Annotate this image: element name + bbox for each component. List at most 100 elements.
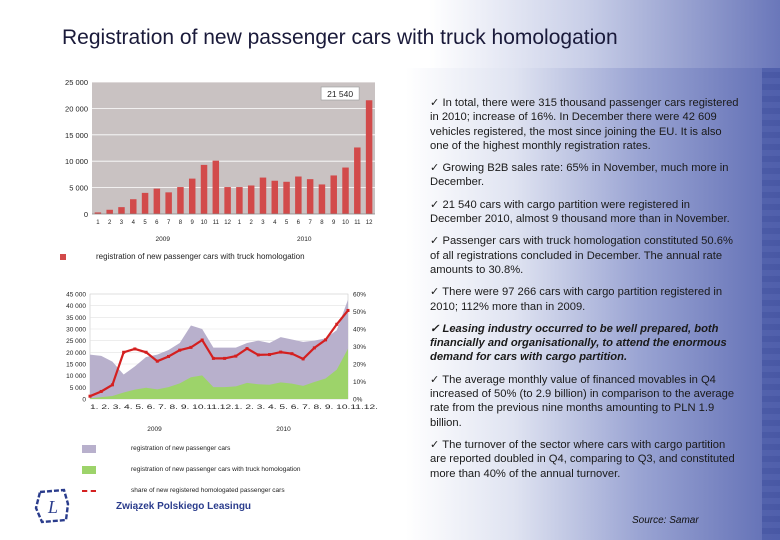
y2-tick-label: 0% bbox=[353, 397, 363, 404]
legend-swatch-red bbox=[60, 253, 66, 260]
bar bbox=[318, 184, 326, 214]
bar bbox=[153, 188, 161, 214]
share-point bbox=[133, 347, 137, 351]
bar bbox=[130, 199, 137, 214]
y-tick-label: 40 000 bbox=[66, 303, 86, 310]
year-label: 2009 bbox=[156, 236, 171, 243]
x-tick-label: 8 bbox=[179, 220, 183, 226]
x-tick-label: 7 bbox=[308, 220, 312, 226]
share-point bbox=[178, 348, 182, 352]
x-tick-label: 11 bbox=[213, 220, 220, 226]
bullet-point: ✓ The average monthly value of financed … bbox=[430, 373, 735, 429]
bar bbox=[283, 181, 290, 214]
data-label-box bbox=[320, 86, 360, 101]
y2-tick-label: 20% bbox=[353, 362, 366, 369]
share-point bbox=[346, 308, 350, 312]
y2-tick-label: 50% bbox=[353, 309, 366, 316]
y-tick-label: 30 000 bbox=[66, 327, 86, 334]
share-point bbox=[324, 338, 328, 342]
y-tick-label: 10 000 bbox=[66, 373, 86, 380]
share-point bbox=[290, 352, 294, 356]
bullet-point: ✓ 21 540 cars with cargo partition were … bbox=[430, 198, 730, 226]
bar bbox=[177, 187, 184, 214]
y2-tick-label: 40% bbox=[353, 327, 366, 334]
bar bbox=[212, 160, 220, 214]
bullet-point: ✓ Growing B2B sales rate: 65% in Novembe… bbox=[430, 162, 729, 189]
decorative-strip bbox=[762, 68, 780, 540]
bar bbox=[306, 179, 314, 214]
title-bar: Registration of new passenger cars with … bbox=[0, 0, 780, 68]
bar bbox=[365, 100, 373, 214]
share-point bbox=[312, 346, 316, 350]
bar bbox=[165, 192, 172, 214]
line-series-share bbox=[89, 309, 349, 398]
share-point bbox=[122, 350, 126, 354]
year-label: 2010 bbox=[297, 236, 312, 243]
share-point bbox=[256, 353, 260, 357]
share-point bbox=[88, 394, 92, 398]
x-tick-label: 2 bbox=[250, 220, 254, 226]
y-tick-label: 5 000 bbox=[69, 184, 88, 193]
y-tick-label: 15 000 bbox=[65, 131, 88, 140]
legend-item-truck-homologation: registration of new passenger cars with … bbox=[82, 464, 300, 475]
area-series-truck-homologation bbox=[90, 348, 348, 399]
slide-title: Registration of new passenger cars with … bbox=[62, 26, 618, 49]
year-label: 2010 bbox=[276, 426, 291, 433]
x-tick-label: 2 bbox=[108, 220, 112, 226]
legend-swatch-green bbox=[82, 465, 96, 474]
bar bbox=[118, 207, 125, 214]
svg-text:L: L bbox=[47, 497, 58, 517]
area-chart-legend: registration of new passenger cars regis… bbox=[82, 443, 300, 506]
x-tick-label: 5 bbox=[285, 220, 289, 226]
x-tick-label: 4 bbox=[132, 220, 136, 226]
share-point bbox=[279, 350, 283, 354]
bar-chart: 25 000 20 000 15 000 10 000 5 000 0 1 2 3 4 5 6 7 8 9 1… bbox=[30, 74, 380, 274]
bar bbox=[224, 187, 231, 214]
legend-label: share of new registered homologated pass… bbox=[131, 487, 285, 494]
x-tick-label: 1 bbox=[96, 220, 100, 226]
share-point bbox=[99, 389, 103, 393]
y-tick-label: 25 000 bbox=[65, 78, 88, 87]
share-point bbox=[189, 345, 193, 349]
y-tick-label: 15 000 bbox=[66, 362, 86, 369]
y-tick-label: 35 000 bbox=[66, 315, 86, 322]
legend-swatch-dashed-red bbox=[82, 489, 96, 492]
logo-text: Związek Polskiego Leasingu bbox=[116, 500, 252, 512]
bar bbox=[271, 180, 279, 214]
y-tick-label: 0 bbox=[84, 210, 88, 219]
share-point bbox=[267, 353, 271, 357]
year-label: 2009 bbox=[147, 426, 162, 433]
share-point bbox=[335, 322, 339, 326]
y-tick-label: 25 000 bbox=[66, 338, 86, 345]
share-point bbox=[223, 356, 227, 360]
y2-tick-label: 10% bbox=[353, 379, 366, 386]
share-point bbox=[200, 338, 204, 342]
bar bbox=[295, 176, 302, 214]
bar bbox=[354, 147, 361, 214]
bar bbox=[236, 187, 243, 214]
share-point bbox=[211, 356, 215, 360]
y2-tick-label: 30% bbox=[353, 344, 366, 351]
share-point bbox=[144, 350, 148, 354]
x-tick-label: 6 bbox=[297, 220, 301, 226]
share-point bbox=[110, 383, 114, 387]
bullet-point: ✓ Leasing industry occurred to be well p… bbox=[430, 322, 727, 364]
logo-mark-icon: L bbox=[34, 488, 70, 524]
source-note: Source: Samar bbox=[632, 515, 699, 526]
bar-chart-legend: registration of new passenger cars with … bbox=[60, 252, 305, 261]
area-chart: 45 000 40 000 35 000 30 000 25 000 20 000 15 0… bbox=[30, 284, 380, 434]
bar bbox=[247, 185, 255, 214]
legend-label: registration of new passenger cars bbox=[131, 445, 231, 452]
y-tick-label: 20 000 bbox=[66, 350, 86, 357]
bullet-list: ✓ In total, there were 315 thousand pass… bbox=[430, 96, 740, 489]
x-tick-label: 9 bbox=[332, 220, 336, 226]
x-axis-labels: 1. 2. 3. 4. 5. 6. 7. 8. 9. 10.11.12.1. 2… bbox=[90, 404, 378, 411]
bar bbox=[141, 192, 149, 214]
x-tick-label: 6 bbox=[155, 220, 159, 226]
y-tick-label: 5 000 bbox=[70, 385, 87, 392]
bullet-point: ✓ There were 97 266 cars with cargo part… bbox=[430, 286, 723, 313]
x-tick-label: 3 bbox=[120, 220, 124, 226]
x-tick-label: 12 bbox=[366, 220, 373, 226]
bar bbox=[106, 209, 113, 214]
